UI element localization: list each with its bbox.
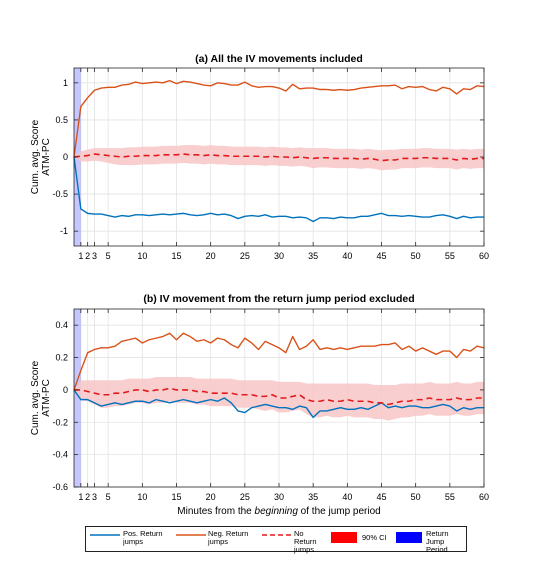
x-tick-label-1: 2 — [85, 492, 90, 502]
x-tick-label-1: 2 — [85, 251, 90, 261]
y-tick-label-3: 0.5 — [55, 115, 68, 125]
x-axis-label-italic: beginning — [255, 506, 299, 517]
y-axis-label-line-1: ATM-PC — [41, 379, 52, 417]
x-tick-label-12: 50 — [411, 251, 421, 261]
x-tick-label-9: 35 — [308, 492, 318, 502]
x-tick-label-14: 60 — [479, 251, 489, 261]
legend-pos-label: Pos. Return jumps — [123, 529, 163, 546]
ci-band — [74, 376, 484, 421]
y-axis-label-line-0: Cum. avg. Score — [30, 119, 41, 194]
x-tick-label-4: 10 — [137, 492, 147, 502]
x-tick-label-0: 1 — [78, 492, 83, 502]
x-tick-label-2: 3 — [92, 251, 97, 261]
panel-title: (b) IV movement from the return jump per… — [143, 293, 414, 305]
x-axis-label: Minutes from the beginning of the jump p… — [177, 506, 380, 517]
x-tick-label-0: 1 — [78, 251, 83, 261]
legend-item-jump: Return Jump Period — [394, 527, 466, 554]
y-tick-label-5: 0.4 — [55, 320, 68, 330]
x-tick-label-8: 30 — [274, 492, 284, 502]
x-tick-label-4: 10 — [137, 251, 147, 261]
series-line-pos — [73, 389, 484, 419]
y-axis-label-line-0: Cum. avg. Score — [30, 360, 41, 435]
panel-title: (a) All the IV movements included — [195, 53, 363, 65]
series-line-neg — [73, 79, 485, 158]
y-tick-label-1: -0.5 — [52, 189, 68, 199]
y-axis-label-line-1: ATM-PC — [41, 138, 52, 176]
y-tick-label-4: 0.2 — [55, 353, 68, 363]
legend-jump-swatch — [396, 532, 422, 543]
legend-item-ci: 90% CI — [326, 527, 394, 551]
x-tick-label-7: 25 — [240, 492, 250, 502]
x-tick-label-5: 15 — [171, 251, 181, 261]
x-tick-label-8: 30 — [274, 251, 284, 261]
legend-ci-swatch — [331, 532, 357, 543]
jump-period-band — [74, 309, 81, 487]
legend: Pos. Return jumps Neg. Return jumps No R… — [85, 526, 467, 554]
y-tick-label-4: 1 — [63, 78, 68, 88]
series-line-none — [73, 153, 484, 162]
y-tick-label-1: -0.4 — [52, 450, 68, 460]
x-tick-label-13: 55 — [445, 251, 455, 261]
y-tick-label-2: 0 — [63, 152, 68, 162]
x-tick-label-11: 45 — [376, 251, 386, 261]
x-tick-label-3: 5 — [106, 251, 111, 261]
y-tick-label-0: -1 — [60, 226, 68, 236]
series-line-pos — [73, 156, 484, 223]
x-tick-label-7: 25 — [240, 251, 250, 261]
y-tick-label-3: 0 — [63, 385, 68, 395]
x-tick-label-5: 15 — [171, 492, 181, 502]
legend-jump-label: Return Jump Period — [426, 529, 449, 554]
legend-item-neg: Neg. Return jumps — [174, 527, 262, 551]
legend-item-pos: Pos. Return jumps — [86, 527, 174, 551]
x-tick-label-12: 50 — [411, 492, 421, 502]
x-tick-label-9: 35 — [308, 251, 318, 261]
x-tick-label-10: 40 — [342, 251, 352, 261]
x-axis-label-part2: of the jump period — [298, 506, 381, 517]
series-line-neg — [73, 332, 485, 391]
x-tick-label-6: 20 — [206, 492, 216, 502]
legend-item-none: No Return jumps — [262, 527, 326, 554]
legend-none-line — [262, 534, 292, 536]
panel-b: 1 2 3 5 10 15 20 25 30 35 40 45 50 55 60-0.6-0.4-0.200… — [30, 293, 489, 517]
y-tick-label-2: -0.2 — [52, 417, 68, 427]
x-tick-label-2: 3 — [92, 492, 97, 502]
legend-neg-label: Neg. Return jumps — [208, 529, 249, 546]
legend-none-label: No Return jumps — [294, 529, 317, 554]
x-tick-label-6: 20 — [206, 251, 216, 261]
x-tick-label-13: 55 — [445, 492, 455, 502]
x-tick-label-10: 40 — [342, 492, 352, 502]
y-tick-label-0: -0.6 — [52, 482, 68, 492]
x-tick-label-14: 60 — [479, 492, 489, 502]
x-tick-label-11: 45 — [376, 492, 386, 502]
x-tick-label-3: 5 — [106, 492, 111, 502]
legend-pos-line — [90, 534, 120, 536]
panel-a: 1 2 3 5 10 15 20 25 30 35 40 45 50 55 60-1-0.500.51(a)… — [30, 53, 489, 261]
legend-neg-line — [176, 534, 206, 536]
x-axis-label-part1: Minutes from the — [177, 506, 254, 517]
legend-ci-label: 90% CI — [362, 533, 387, 542]
